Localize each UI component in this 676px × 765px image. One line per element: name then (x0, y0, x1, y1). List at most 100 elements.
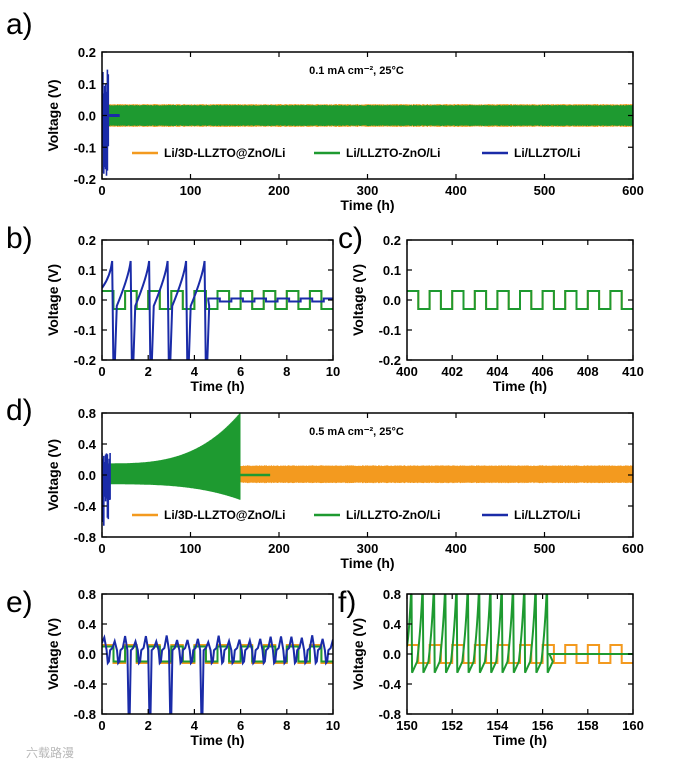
xtick-label-c-2: 404 (487, 364, 509, 379)
xtick-label-e-0: 0 (98, 718, 105, 733)
xtick-label-b-3: 6 (237, 364, 244, 379)
xtick-label-f-1: 152 (441, 718, 463, 733)
ytick-label-d-3: 0.4 (78, 437, 97, 452)
ylabel-a: Voltage (V) (45, 79, 61, 151)
xtick-label-e-5: 10 (326, 718, 340, 733)
annotation-a: 0.1 mA cm⁻², 25°C (309, 65, 404, 77)
ytick-label-b-3: 0.1 (78, 263, 96, 278)
panel-label-a: a) (6, 8, 33, 41)
xlabel-c: Time (h) (493, 378, 547, 394)
xtick-label-b-0: 0 (98, 364, 105, 379)
series-f-green-line (407, 594, 633, 674)
xlabel-e: Time (h) (190, 732, 244, 748)
xtick-label-c-1: 402 (441, 364, 463, 379)
xtick-label-a-0: 0 (98, 183, 105, 198)
panel-e: 0 2 4 6 8 10 -0.8 -0.4 0.0 0.4 0.8 Time (h) Voltage … (6, 586, 340, 748)
xtick-label-a-3: 300 (357, 183, 379, 198)
xtick-label-b-1: 2 (145, 364, 152, 379)
xtick-label-e-3: 6 (237, 718, 244, 733)
xtick-label-a-2: 200 (268, 183, 290, 198)
watermark: 六载路漫 (26, 745, 74, 760)
panel-a: 0 100 200 300 400 500 600 -0.2 -0.1 0.0 0.1 0.2 Time… (6, 8, 644, 213)
series-c-green (407, 290, 633, 310)
xtick-label-d-0: 0 (98, 541, 105, 556)
panel-label-b: b) (6, 222, 33, 255)
ytick-label-c-4: 0.2 (383, 233, 401, 248)
ytick-label-a-1: -0.1 (74, 140, 96, 155)
xtick-label-e-1: 2 (145, 718, 152, 733)
ylabel-d: Voltage (V) (45, 439, 61, 511)
ytick-label-f-2: 0.0 (383, 647, 401, 662)
legend-label-d-0: Li/3D-LLZTO@ZnO/Li (164, 508, 285, 522)
legend-label-d-1: Li/LLZTO-ZnO/Li (346, 508, 440, 522)
xtick-label-c-0: 400 (396, 364, 418, 379)
xtick-label-b-2: 4 (191, 364, 199, 379)
xtick-label-f-5: 160 (622, 718, 644, 733)
plot-area-b (102, 260, 333, 360)
panel-d: 0 100 200 300 400 500 600 -0.8 -0.4 0.0 0.4 0.8 Time… (6, 394, 644, 571)
xlabel-a: Time (h) (340, 197, 394, 213)
panel-label-d: d) (6, 394, 33, 427)
ytick-label-d-0: -0.8 (74, 530, 96, 545)
ytick-label-e-1: -0.4 (74, 677, 97, 692)
series-a-green-band (102, 105, 633, 126)
plot-area-f (407, 594, 633, 674)
xtick-label-d-6: 600 (622, 541, 644, 556)
xtick-label-a-5: 500 (534, 183, 556, 198)
xtick-label-e-4: 8 (283, 718, 290, 733)
xtick-label-d-4: 400 (445, 541, 467, 556)
xtick-label-f-3: 156 (532, 718, 554, 733)
ytick-label-d-2: 0.0 (78, 468, 96, 483)
series-b-green-line (102, 290, 333, 310)
series-c-green-line (407, 290, 633, 310)
plot-area-a (102, 69, 633, 176)
xlabel-b: Time (h) (190, 378, 244, 394)
ytick-label-b-2: 0.0 (78, 293, 96, 308)
annotation-d: 0.5 mA cm⁻², 25°C (309, 426, 404, 438)
series-d-blue-spikes (102, 452, 111, 526)
panel-f: 150 152 154 156 158 160 -0.8 -0.4 0.0 0.4 0.8 Time … (338, 586, 644, 748)
legend-label-a-2: Li/LLZTO/Li (514, 146, 580, 160)
ytick-label-f-4: 0.8 (383, 587, 401, 602)
ylabel-c: Voltage (V) (350, 264, 366, 336)
xlabel-d: Time (h) (340, 555, 394, 571)
ytick-label-a-0: -0.2 (74, 172, 96, 187)
xtick-label-f-0: 150 (396, 718, 418, 733)
xtick-label-f-4: 158 (577, 718, 599, 733)
series-f-green (407, 594, 633, 674)
ylabel-b: Voltage (V) (45, 264, 61, 336)
xtick-label-f-2: 154 (487, 718, 509, 733)
series-d-green-band (102, 413, 241, 500)
xtick-label-a-1: 100 (180, 183, 202, 198)
xtick-label-d-2: 200 (268, 541, 290, 556)
series-e-blue-line (102, 634, 333, 714)
xtick-label-a-4: 400 (445, 183, 467, 198)
plot-area-d (102, 413, 633, 526)
xtick-label-d-5: 500 (534, 541, 556, 556)
ylabel-f: Voltage (V) (350, 618, 366, 690)
series-e-blue (102, 634, 333, 714)
ytick-label-b-1: -0.1 (74, 323, 96, 338)
ytick-label-b-4: 0.2 (78, 233, 96, 248)
series-a-blue (102, 69, 120, 176)
ytick-label-b-0: -0.2 (74, 353, 96, 368)
panel-b: 0 2 4 6 8 10 -0.2 -0.1 0.0 0.1 0.2 Time (h) Voltage … (6, 222, 340, 394)
ytick-label-c-0: -0.2 (379, 353, 401, 368)
ytick-label-c-2: 0.0 (383, 293, 401, 308)
ytick-label-f-3: 0.4 (383, 617, 402, 632)
plot-area-e (102, 634, 333, 714)
panel-c: 400 402 404 406 408 410 -0.2 -0.1 0.0 0.1 0.2 Time … (338, 222, 644, 394)
ytick-label-e-3: 0.4 (78, 617, 97, 632)
xlabel-f: Time (h) (493, 732, 547, 748)
xtick-label-d-1: 100 (180, 541, 202, 556)
legend-label-d-2: Li/LLZTO/Li (514, 508, 580, 522)
series-b-blue-line (102, 260, 333, 360)
series-a-green (102, 105, 633, 126)
series-b-blue (102, 260, 333, 360)
ytick-label-a-2: 0.0 (78, 109, 96, 124)
ytick-label-c-3: 0.1 (383, 263, 401, 278)
xtick-label-d-3: 300 (357, 541, 379, 556)
panels-layer: 0 100 200 300 400 500 600-0.2-0.10.00.10.2Time… (6, 8, 644, 748)
